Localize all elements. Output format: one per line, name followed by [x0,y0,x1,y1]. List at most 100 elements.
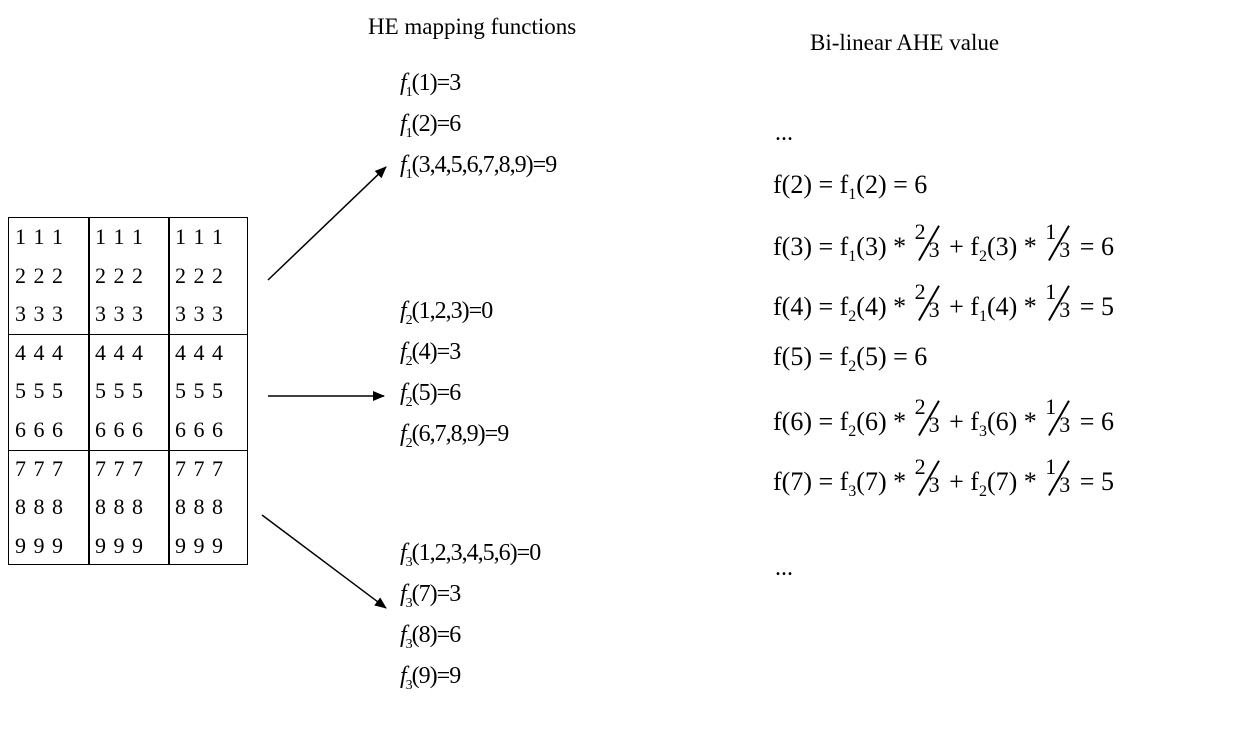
function-index: 2 [405,435,413,451]
ellipsis: ... [775,555,793,581]
equation-text: (3) * [986,232,1044,261]
equation-text: f(7) = f [773,467,849,496]
function-index: 2 [848,308,857,326]
grid-cell: 1 1 1 [175,224,224,249]
function-index: 2 [405,394,413,410]
function-index: 1 [405,84,413,100]
function-name: f [400,70,407,96]
function-body: (1,2,3,4,5,6)=0 [411,540,542,566]
equation: f(5) = f2(5) = 6 [773,342,927,376]
grid-cell: 9 9 9 [15,532,64,558]
grid-cell: 6 6 6 [95,417,144,442]
function-body: (5)=6 [411,380,462,406]
grid-divider [9,333,247,336]
function-index: 3 [848,483,857,501]
function-index: 2 [978,248,987,266]
numerator: 2 [914,394,926,419]
function-name: f [400,152,407,178]
mapping-function: f1(3,4,5,6,7,8,9)=9 [400,152,558,183]
mapping-function: f1(1)=3 [400,70,461,101]
mapping-function: f3(9)=9 [400,663,461,694]
grid-cell: 8 8 8 [15,494,64,520]
equation-text: + f [942,232,979,261]
grid-cell: 2 2 2 [15,262,64,288]
equation-text: = 5 [1073,292,1114,321]
equation-text: (5) = 6 [856,342,928,371]
grid-cell: 3 3 3 [95,301,144,327]
grid-cell: 3 3 3 [175,301,224,327]
function-index: 1 [848,186,857,204]
function-index: 1 [405,125,413,141]
equation-text: + f [942,467,979,496]
function-body: (1,2,3)=0 [411,298,494,324]
function-name: f [400,298,407,324]
function-body: (7)=3 [411,581,462,607]
grid-cell: 5 5 5 [15,378,64,404]
function-name: f [400,540,407,566]
numerator: 2 [914,219,926,244]
grid-cell: 1 1 1 [15,224,64,249]
grid-divider [168,218,170,564]
equation: f(2) = f1(2) = 6 [773,170,927,204]
denominator: 3 [928,237,940,262]
function-name: f [400,111,407,137]
grid-cell: 6 6 6 [175,417,224,442]
equation-text: f(4) = f [773,292,849,321]
mapping-function: f3(8)=6 [400,622,462,653]
equation-text: (7) * [986,467,1044,496]
mapping-function: f2(1,2,3)=0 [400,298,494,329]
equation-text: f(5) = f [773,342,849,371]
denominator: 3 [928,472,940,497]
function-body: (8)=6 [411,622,462,648]
function-index: 1 [848,248,857,266]
equation-text: + f [942,292,979,321]
numerator: 1 [1045,219,1057,244]
grid-cell: 7 7 7 [95,455,144,481]
denominator: 3 [1059,412,1071,437]
function-name: f [400,339,407,365]
function-index: 3 [405,636,413,652]
function-index: 3 [405,554,413,570]
heading-mapping: HE mapping functions [368,14,577,39]
equation-text: (7) * [856,467,913,496]
grid-cell: 6 6 6 [15,417,64,442]
arrow [261,514,387,609]
equation-text: = 6 [1073,232,1114,261]
numerator: 1 [1045,394,1057,419]
function-name: f [400,421,407,447]
function-body: (3,4,5,6,7,8,9)=9 [411,152,558,178]
grid-cell: 4 4 4 [95,339,144,365]
function-index: 2 [405,312,413,328]
function-index: 3 [405,595,413,611]
function-name: f [400,622,407,648]
function-index: 2 [978,483,987,501]
mapping-function: f1(2)=6 [400,111,461,142]
equation-text: (4) * [986,292,1044,321]
equation-text: f(3) = f [773,232,849,261]
grid-cell: 3 3 3 [15,301,64,327]
grid-cell: 7 7 7 [175,455,224,481]
numerator: 2 [914,279,926,304]
function-index: 3 [978,423,987,441]
denominator: 3 [1059,297,1071,322]
equation-text: f(2) = f [773,170,849,199]
function-name: f [400,663,407,689]
grid-divider [88,218,90,564]
equation-text: + f [942,407,979,436]
mapping-function: f3(1,2,3,4,5,6)=0 [400,540,542,571]
grid-cell: 9 9 9 [175,532,224,558]
denominator: 3 [928,297,940,322]
equation-text: (6) * [856,407,913,436]
equation-text: (3) * [856,232,913,261]
function-index: 2 [405,353,413,369]
equation-text: = 6 [1073,407,1114,436]
